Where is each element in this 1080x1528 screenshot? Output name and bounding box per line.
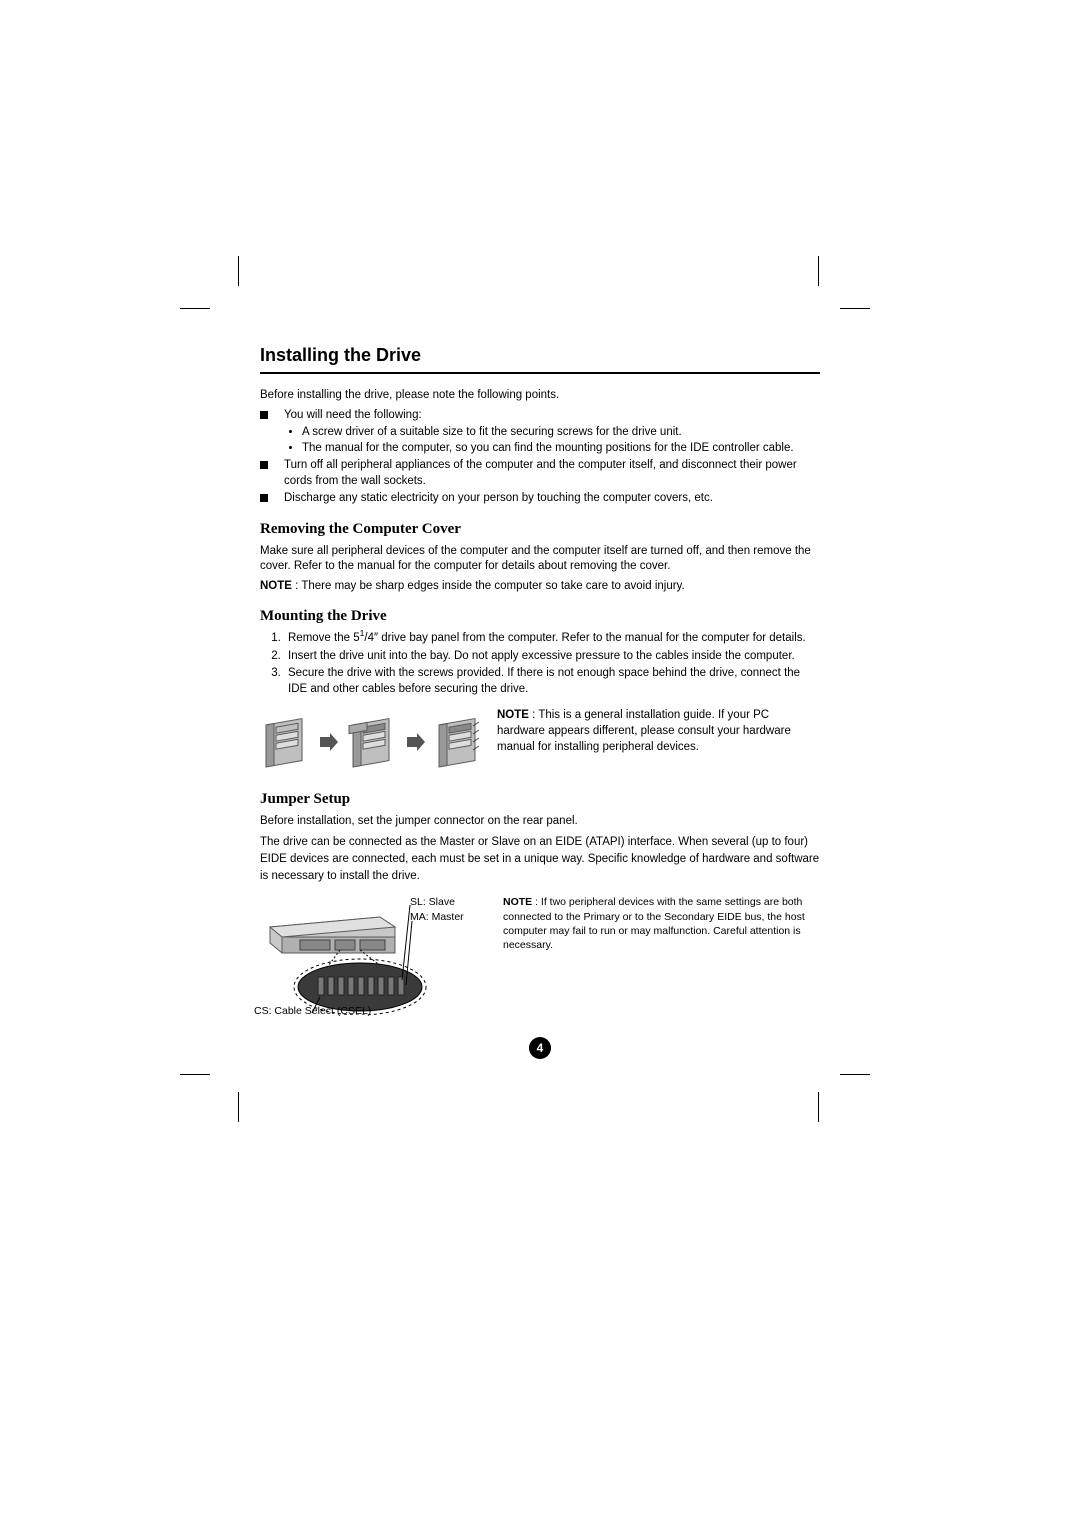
pc-tower-icon: [347, 714, 399, 770]
removing-note: NOTE : There may be sharp edges inside t…: [260, 579, 820, 595]
removing-body: Make sure all peripheral devices of the …: [260, 544, 820, 575]
note-body: : There may be sharp edges inside the co…: [292, 580, 685, 592]
crop-mark: [818, 256, 819, 286]
sub-list-item: The manual for the computer, so you can …: [302, 441, 820, 457]
arrow-right-icon: [407, 733, 425, 751]
jumper-figure: SL: Slave MA: Master CS: Cable Select (C…: [260, 895, 485, 1015]
mounting-step: Insert the drive unit into the bay. Do n…: [284, 649, 820, 665]
step1-pre: Remove the 5: [288, 632, 360, 644]
step1-post: /4″ drive bay panel from the computer. R…: [364, 632, 805, 644]
sub-list-item: A screw driver of a suitable size to fit…: [302, 425, 820, 441]
title-divider: [260, 372, 820, 374]
pc-tower-icon: [260, 714, 312, 770]
install-figure-row: NOTE : This is a general installation gu…: [260, 707, 820, 777]
requirements-list: You will need the following: A screw dri…: [260, 408, 820, 507]
page-content: Installing the Drive Before installing t…: [260, 345, 820, 1059]
note-body: : If two peripheral devices with the sam…: [503, 896, 805, 951]
jumper-note: NOTE : If two peripheral devices with th…: [503, 895, 820, 952]
jumper-side-labels: SL: Slave MA: Master: [410, 895, 464, 924]
jumper-label-cs: CS: Cable Select (CSEL): [254, 1005, 371, 1017]
section-title-mounting: Mounting the Drive: [260, 608, 820, 625]
crop-mark: [840, 1074, 870, 1075]
crop-mark: [238, 256, 239, 286]
crop-mark: [238, 1092, 239, 1122]
arrow-right-icon: [320, 733, 338, 751]
jumper-figure-row: SL: Slave MA: Master CS: Cable Select (C…: [260, 895, 820, 1015]
jumper-p1: Before installation, set the jumper conn…: [260, 814, 820, 830]
crop-mark: [180, 1074, 210, 1075]
jumper-p2: The drive can be connected as the Master…: [260, 834, 820, 886]
list-item: You will need the following: A screw dri…: [260, 408, 820, 457]
section-title-jumper: Jumper Setup: [260, 791, 820, 808]
pc-tower-icon: [433, 714, 485, 770]
list-item: Turn off all peripheral appliances of th…: [260, 458, 820, 489]
list-item-text: You will need the following:: [284, 409, 422, 421]
mounting-step: Secure the drive with the screws provide…: [284, 666, 820, 697]
section-title-removing: Removing the Computer Cover: [260, 521, 820, 538]
note-label: NOTE: [497, 709, 529, 721]
page-number-badge: 4: [260, 1037, 820, 1059]
note-label: NOTE: [260, 580, 292, 592]
list-item: Discharge any static electricity on your…: [260, 491, 820, 507]
jumper-label-sl: SL: Slave: [410, 895, 464, 910]
mounting-steps: Remove the 51/4″ drive bay panel from th…: [260, 631, 820, 697]
install-figure: [260, 707, 485, 777]
mounting-note: NOTE : This is a general installation gu…: [497, 707, 820, 755]
page-number: 4: [529, 1037, 551, 1059]
crop-mark: [840, 308, 870, 309]
note-label: NOTE: [503, 896, 532, 908]
mounting-step: Remove the 51/4″ drive bay panel from th…: [284, 631, 820, 647]
intro-text: Before installing the drive, please note…: [260, 388, 820, 404]
note-body: : This is a general installation guide. …: [497, 709, 791, 753]
crop-mark: [818, 1092, 819, 1122]
crop-mark: [180, 308, 210, 309]
sub-list: A screw driver of a suitable size to fit…: [284, 425, 820, 456]
page-title: Installing the Drive: [260, 345, 820, 366]
jumper-label-ma: MA: Master: [410, 910, 464, 925]
